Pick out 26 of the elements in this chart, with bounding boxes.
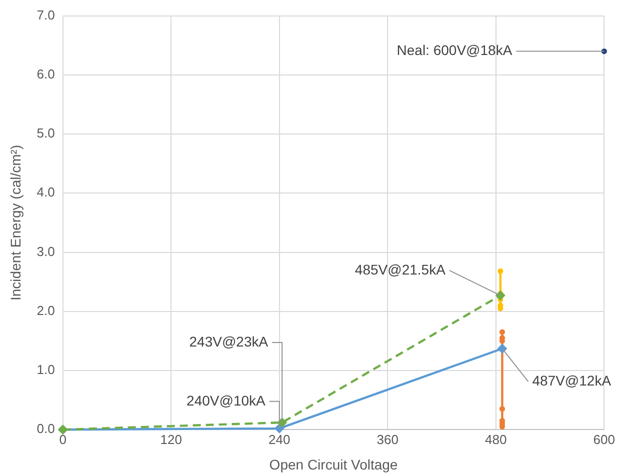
annotation: Neal: 600V@18kA (396, 42, 513, 58)
x-tick-label: 120 (160, 432, 182, 447)
point (495, 290, 506, 300)
point (499, 406, 506, 412)
x-tick-label: 240 (268, 432, 290, 447)
annotation: 243V@23kA (189, 333, 269, 350)
y-tick-label: 2.0 (36, 302, 55, 318)
annotation: 240V@10kA (186, 392, 266, 408)
annotation: 487V@12kA (532, 372, 612, 388)
point (498, 268, 504, 274)
y-tick-label: 7.0 (36, 7, 55, 22)
x-tick-label: 600 (593, 432, 616, 447)
y-tick-label: 5.0 (36, 126, 55, 141)
x-axis-title: Open Circuit Voltage (269, 456, 398, 472)
annotation: 485V@21.5kA (354, 261, 446, 278)
point (499, 329, 506, 335)
x-tick-label: 480 (485, 432, 507, 447)
x-tick-label: 0 (59, 432, 66, 447)
y-tick-label: 1.0 (36, 362, 55, 378)
y-tick-label: 4.0 (36, 184, 55, 200)
y-axis-title: Incident Energy (cal/cm²) (7, 144, 24, 301)
y-tick-label: 0.0 (36, 421, 55, 436)
point (497, 344, 508, 354)
y-tick-label: 6.0 (36, 66, 55, 82)
x-tick-label: 360 (376, 432, 398, 447)
y-tick-label: 3.0 (36, 244, 55, 259)
